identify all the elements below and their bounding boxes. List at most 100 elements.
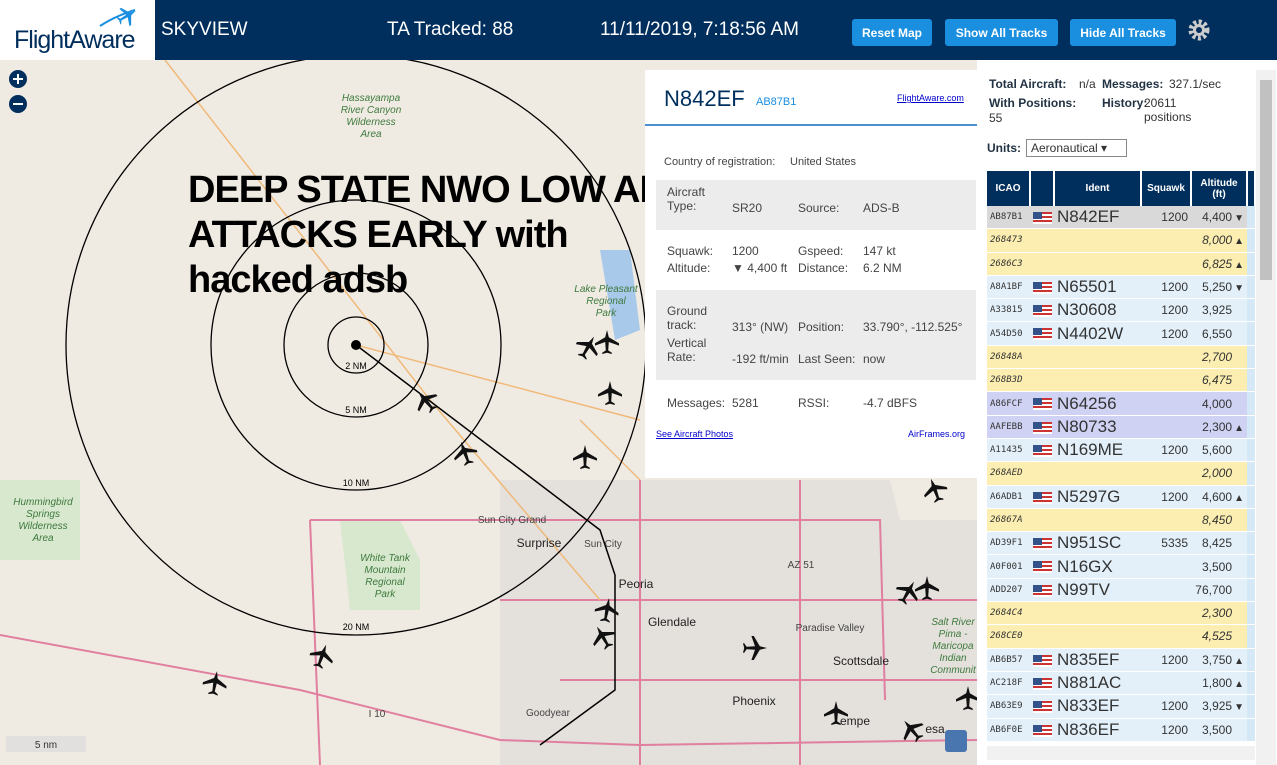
aircraft-row[interactable]: 26848A 2,700 <box>987 345 1255 370</box>
aircraft-row[interactable]: 268B3D 6,475 <box>987 368 1255 393</box>
aircraft-row[interactable]: A86FCF N64256 4,000 <box>987 391 1255 416</box>
units-select[interactable]: Aeronautical ▾ <box>1026 139 1127 157</box>
logo-plane <box>99 6 140 30</box>
flag-icon <box>1033 538 1052 551</box>
zoom-out[interactable] <box>9 95 27 113</box>
ident-cell: N30608 <box>1054 298 1141 323</box>
place-label: Pima - <box>939 629 969 640</box>
reset-map-button[interactable]: Reset Map <box>852 19 932 46</box>
airframes-link[interactable]: AirFrames.org <box>908 429 966 439</box>
extra-cell <box>1247 438 1255 463</box>
icao-cell: AD39F1 <box>987 531 1030 556</box>
altitude-cell: 2,000 <box>1191 461 1247 486</box>
flag-cell <box>1030 671 1054 696</box>
column-header[interactable]: Squawk <box>1141 171 1192 206</box>
aircraft-row[interactable]: 268AED 2,000 <box>987 461 1255 486</box>
squawk-cell: 5335 <box>1141 531 1191 556</box>
squawk-cell <box>1141 578 1191 603</box>
hide-tracks-button[interactable]: Hide All Tracks <box>1070 19 1176 46</box>
aircraft-row[interactable]: 268CE0 4,525 <box>987 624 1255 649</box>
aircraft-row[interactable]: A6ADB1 N5297G 1200 4,600 ▲ <box>987 485 1255 509</box>
flag-icon <box>1033 724 1052 737</box>
altitude-cell: 8,000 ▲ <box>1191 228 1247 253</box>
aircraft-row[interactable]: A33815 N30608 1200 3,925 <box>987 298 1255 323</box>
aircraft-row[interactable]: AAFEBB N80733 2,300 ▲ <box>987 415 1255 439</box>
flag-cell <box>1030 298 1054 323</box>
field-label: Last Seen: <box>798 352 856 366</box>
flag-icon <box>1033 654 1052 667</box>
aircraft-row[interactable]: ADD207 N99TV 76,700 <box>987 578 1255 603</box>
track <box>355 344 616 746</box>
column-header[interactable]: Altitude (ft) <box>1191 171 1248 206</box>
altitude-cell: 6,475 <box>1191 368 1247 393</box>
flag-cell <box>1030 415 1054 439</box>
altitude-value: 4,000 <box>1201 396 1232 411</box>
aircraft-row[interactable]: AD39F1 N951SC 5335 8,425 <box>987 531 1255 556</box>
aircraft-row[interactable]: AB87B1 N842EF 1200 4,400 ▼ <box>987 206 1255 230</box>
aircraft-row[interactable]: A0F001 N16GX 3,500 <box>987 554 1255 579</box>
flag-cell <box>1030 321 1054 346</box>
field-label: Squawk: <box>667 244 714 258</box>
logo[interactable]: FlightAware <box>0 0 155 60</box>
altitude-value: 4,525 <box>1201 629 1232 644</box>
aircraft-row[interactable]: AB6B57 N835EF 1200 3,750 ▲ <box>987 648 1255 672</box>
aircraft-row[interactable]: AB63E9 N833EF 1200 3,925 ▼ <box>987 694 1255 719</box>
altitude-cell: 3,750 ▲ <box>1191 648 1247 672</box>
stat-value: n/a <box>1079 77 1096 91</box>
aircraft-row[interactable]: AB6F0E N836EF 1200 3,500 <box>987 718 1255 742</box>
zoom-in[interactable] <box>9 70 27 88</box>
extra-cell <box>1247 391 1255 416</box>
scrollbar[interactable] <box>1256 70 1276 765</box>
h-scrollbar[interactable] <box>987 746 1255 760</box>
place-label: Sun City Grand <box>478 515 546 526</box>
field-label: Messages: <box>667 396 726 410</box>
settings-gear[interactable] <box>1187 18 1211 42</box>
aircraft-row[interactable]: 26867A 8,450 <box>987 508 1255 533</box>
flag-icon <box>1033 328 1052 341</box>
aircraft-row[interactable]: 2684C4 2,300 <box>987 601 1255 626</box>
squawk-cell <box>1141 345 1191 370</box>
altitude-value: 2,700 <box>1201 349 1232 364</box>
aircraft-row[interactable]: 268473 8,000 ▲ <box>987 228 1255 253</box>
icao-cell: AB63E9 <box>987 694 1030 719</box>
altitude-cell: 3,500 <box>1191 554 1247 579</box>
extra-cell <box>1247 624 1255 649</box>
extra-cell <box>1247 321 1255 346</box>
field-group <box>656 180 976 230</box>
place-label: Goodyear <box>526 708 571 719</box>
altitude-cell: 6,550 <box>1191 321 1247 346</box>
altitude-cell: 3,925 <box>1191 298 1247 323</box>
flightaware-link[interactable]: FlightAware.com <box>897 93 964 103</box>
photos-link[interactable]: See Aircraft Photos <box>656 429 734 439</box>
aircraft-row[interactable]: A11435 N169ME 1200 5,600 <box>987 438 1255 463</box>
aircraft-row[interactable]: 2686C3 6,825 ▲ <box>987 252 1255 276</box>
icao-cell: AB6F0E <box>987 718 1030 742</box>
extra-cell <box>1247 694 1255 719</box>
ident-cell <box>1054 624 1141 649</box>
ident-cell: N5297G <box>1054 485 1141 509</box>
column-header[interactable]: Ident <box>1054 171 1142 206</box>
show-tracks-button[interactable]: Show All Tracks <box>945 19 1058 46</box>
stat-label: Total Aircraft: <box>989 77 1067 91</box>
info-button[interactable] <box>945 730 967 752</box>
altitude-cell: 8,425 <box>1191 531 1247 556</box>
flag-cell <box>1030 368 1054 393</box>
altitude-trend: ▲ <box>1234 679 1244 691</box>
field-value: -4.7 dBFS <box>863 396 918 410</box>
ident-cell: N842EF <box>1054 206 1141 230</box>
extra-cell <box>1247 461 1255 486</box>
flag-cell <box>1030 508 1054 533</box>
column-header[interactable]: ICAO <box>987 171 1031 206</box>
icao-cell: 268473 <box>987 228 1030 253</box>
stat-value: 20611 positions <box>1144 96 1192 124</box>
ident-cell: N64256 <box>1054 391 1141 416</box>
altitude-trend: ▲ <box>1234 259 1244 271</box>
aircraft-row[interactable]: A54D50 N4402W 1200 6,550 <box>987 321 1255 346</box>
place-label: Park <box>596 308 618 319</box>
tracked-count: TA Tracked: 88 <box>387 19 514 40</box>
ident-cell: N65501 <box>1054 275 1141 300</box>
aircraft-row[interactable]: AC218F N881AC 1,800 ▲ <box>987 671 1255 696</box>
place-label: Lake Pleasant <box>574 284 639 295</box>
aircraft-row[interactable]: A8A1BF N65501 1200 5,250 ▼ <box>987 275 1255 300</box>
